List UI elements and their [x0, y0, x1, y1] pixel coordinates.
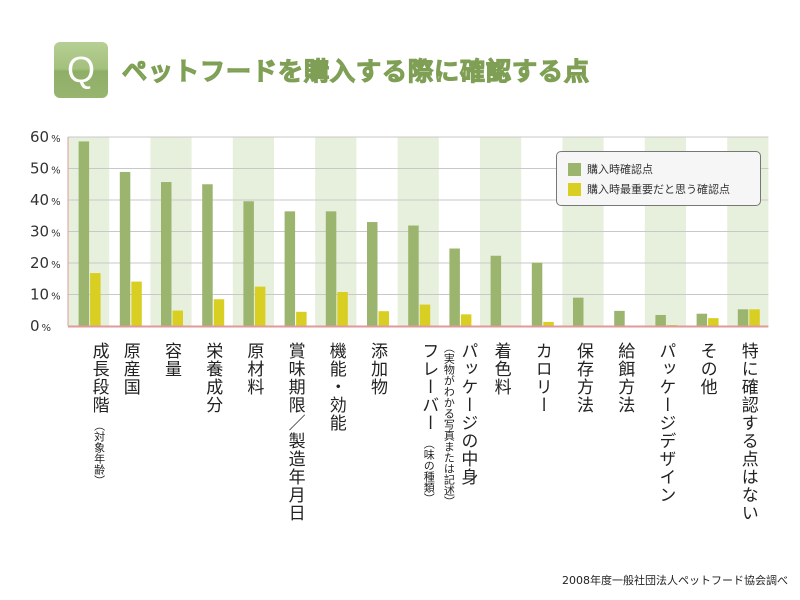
x-category-label: 賞味期限／製造年月日 [275, 342, 315, 522]
q-badge-icon: Q [54, 42, 108, 98]
x-category-label: 容量 [151, 342, 191, 378]
y-tick-label: 60% [30, 128, 61, 146]
category-label-sub: （味の種類） [422, 438, 436, 504]
bar-most-important [460, 314, 472, 326]
bar-most-important [90, 273, 101, 326]
category-label-main: 原材料 [243, 342, 264, 396]
category-label-main: カロリー [531, 342, 552, 414]
y-tick-label: 20% [30, 254, 61, 272]
bar-most-important [749, 309, 760, 326]
category-label-main: フレーバー [418, 342, 439, 432]
bar-most-important [378, 311, 389, 326]
x-category-label: 成長段階 （対象年齢） [69, 342, 109, 486]
legend-item-purchase-check: 購入時確認点 [568, 161, 653, 177]
x-category-label: その他 [687, 342, 727, 396]
x-category-label: 特に確認する点はない [728, 342, 768, 522]
category-label-main: 特に確認する点はない [737, 342, 758, 522]
bar-most-important [543, 321, 554, 326]
chart-title: ペットフードを購入する際に確認する点 [121, 56, 591, 86]
category-label-main: 機能・効能 [325, 342, 346, 432]
bar-most-important [419, 304, 431, 326]
x-category-label: 保存方法 [563, 342, 603, 414]
x-category-label: 添加物 [357, 342, 397, 396]
category-label-main: 保存方法 [573, 342, 593, 414]
x-category-label: 機能・効能 [316, 342, 356, 432]
legend-item-most-important: 購入時最重要だと思う確認点 [568, 181, 730, 197]
legend-label: 購入時最重要だと思う確認点 [587, 183, 730, 196]
bar-purchase-check [531, 262, 543, 326]
bar-purchase-check [696, 313, 708, 326]
bar-most-important [213, 299, 225, 326]
category-label-sub: （実物がわかる写真または記述） [442, 342, 456, 507]
x-category-label: パッケージの中身 （実物がわかる写真または記述） [439, 342, 479, 507]
bar-purchase-check [119, 171, 131, 326]
x-category-label: パッケージデザイン [645, 342, 685, 504]
category-label-main: 賞味期限／製造年月日 [284, 342, 305, 522]
q-badge-text: Q [66, 49, 95, 90]
bar-most-important [131, 281, 142, 326]
bar-purchase-check [325, 211, 337, 326]
category-label-sub: （対象年齢） [92, 420, 106, 486]
bar-purchase-check [202, 184, 213, 326]
x-category-label: 原産国 [110, 342, 150, 396]
legend-label: 購入時確認点 [587, 163, 653, 176]
bar-purchase-check [367, 222, 378, 326]
legend-swatch [568, 162, 581, 176]
bar-purchase-check [408, 225, 419, 326]
bar-purchase-check [284, 211, 296, 326]
bar-purchase-check [737, 309, 749, 326]
bar-purchase-check [161, 182, 172, 326]
x-category-label: フレーバー （味の種類） [398, 342, 438, 504]
y-tick-label: 50% [30, 160, 61, 178]
bar-most-important [296, 311, 307, 326]
category-label-main: 原産国 [119, 342, 140, 396]
category-label-main: 成長段階 [88, 342, 109, 414]
category-label-main: パッケージデザイン [655, 342, 676, 504]
bar-most-important [254, 286, 266, 326]
bar-most-important [708, 318, 719, 326]
bar-purchase-check [490, 255, 502, 326]
category-label-main: パッケージの中身 [457, 342, 478, 486]
y-tick-label: 30% [30, 223, 61, 241]
category-label-main: 給餌方法 [614, 342, 635, 414]
bar-most-important [172, 310, 183, 326]
category-label-main: 容量 [161, 342, 181, 378]
bar-purchase-check [573, 297, 584, 326]
bar-purchase-check [449, 248, 460, 326]
legend: 購入時確認点 購入時最重要だと思う確認点 [556, 151, 761, 206]
bar-most-important [337, 291, 348, 326]
category-label-main: 添加物 [367, 342, 387, 396]
source-note: 2008年度一般社団法人ペットフード協会調べ [562, 574, 788, 587]
bar-purchase-check [655, 314, 666, 326]
x-category-label: 給餌方法 [604, 342, 644, 414]
category-label-main: 栄養成分 [202, 342, 223, 414]
x-category-label: 原材料 [233, 342, 273, 396]
bar-purchase-check [243, 201, 254, 326]
legend-swatch [568, 182, 581, 196]
y-tick-label: 10% [30, 286, 61, 304]
y-tick-label: 40% [30, 191, 61, 209]
x-category-label: カロリー [522, 342, 562, 414]
x-category-label: 着色料 [481, 342, 521, 396]
y-tick-label: 0% [30, 317, 51, 335]
category-label-main: 着色料 [490, 342, 511, 396]
bar-purchase-check [614, 310, 625, 326]
x-category-label: 栄養成分 [192, 342, 232, 414]
bar-purchase-check [78, 141, 90, 326]
category-label-main: その他 [696, 342, 717, 396]
